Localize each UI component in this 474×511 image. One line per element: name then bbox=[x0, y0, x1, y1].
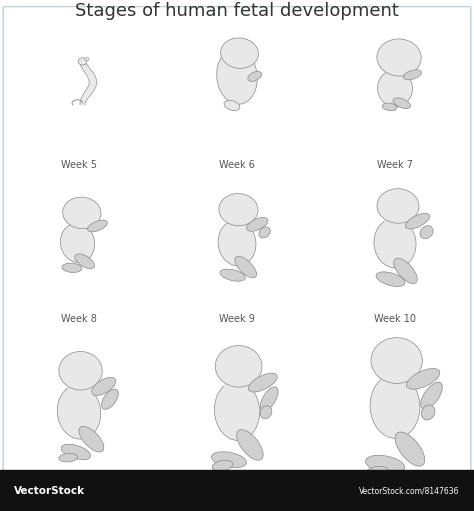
Ellipse shape bbox=[376, 272, 405, 287]
Ellipse shape bbox=[407, 368, 440, 389]
Ellipse shape bbox=[395, 432, 425, 466]
Text: Week 7: Week 7 bbox=[377, 160, 413, 170]
Ellipse shape bbox=[91, 377, 116, 396]
Text: Week 9: Week 9 bbox=[219, 314, 255, 324]
Ellipse shape bbox=[420, 226, 433, 239]
Ellipse shape bbox=[371, 338, 422, 383]
Ellipse shape bbox=[59, 453, 77, 462]
Ellipse shape bbox=[71, 220, 91, 232]
Ellipse shape bbox=[403, 70, 421, 80]
Ellipse shape bbox=[377, 39, 421, 76]
Ellipse shape bbox=[374, 218, 416, 268]
Ellipse shape bbox=[260, 406, 272, 419]
Ellipse shape bbox=[62, 263, 82, 272]
Text: Week 8: Week 8 bbox=[61, 314, 97, 324]
Ellipse shape bbox=[237, 430, 263, 460]
Ellipse shape bbox=[228, 218, 249, 230]
Ellipse shape bbox=[220, 38, 258, 68]
Text: Stages of human fetal development: Stages of human fetal development bbox=[75, 2, 399, 20]
FancyBboxPatch shape bbox=[3, 7, 471, 501]
Ellipse shape bbox=[63, 197, 101, 228]
Ellipse shape bbox=[75, 254, 94, 269]
Ellipse shape bbox=[377, 70, 412, 107]
Ellipse shape bbox=[259, 227, 270, 238]
Text: Week 21: Week 21 bbox=[216, 480, 258, 490]
Text: Week 12: Week 12 bbox=[58, 480, 100, 490]
Ellipse shape bbox=[217, 49, 257, 104]
Ellipse shape bbox=[61, 444, 91, 460]
Ellipse shape bbox=[218, 220, 256, 266]
Ellipse shape bbox=[383, 103, 397, 111]
Ellipse shape bbox=[88, 220, 108, 232]
Ellipse shape bbox=[224, 100, 240, 110]
Ellipse shape bbox=[387, 65, 409, 77]
Text: Week 5: Week 5 bbox=[61, 160, 97, 170]
Ellipse shape bbox=[60, 223, 95, 263]
Ellipse shape bbox=[57, 385, 101, 439]
Ellipse shape bbox=[377, 189, 419, 223]
Ellipse shape bbox=[79, 426, 104, 452]
Ellipse shape bbox=[405, 213, 429, 229]
Ellipse shape bbox=[260, 387, 278, 411]
Ellipse shape bbox=[214, 381, 260, 440]
Ellipse shape bbox=[211, 452, 246, 468]
Bar bbox=[0, 470, 474, 511]
Ellipse shape bbox=[248, 72, 262, 81]
Ellipse shape bbox=[420, 382, 442, 409]
Polygon shape bbox=[80, 60, 97, 105]
Ellipse shape bbox=[365, 467, 388, 478]
Text: Week 10: Week 10 bbox=[374, 314, 416, 324]
Ellipse shape bbox=[212, 460, 233, 471]
Ellipse shape bbox=[101, 389, 118, 409]
Ellipse shape bbox=[394, 258, 417, 284]
Ellipse shape bbox=[224, 378, 250, 393]
Ellipse shape bbox=[215, 345, 262, 387]
Ellipse shape bbox=[59, 352, 102, 390]
Text: Week 33: Week 33 bbox=[374, 480, 416, 490]
Text: VectorStock: VectorStock bbox=[14, 485, 85, 496]
Ellipse shape bbox=[421, 405, 435, 420]
Ellipse shape bbox=[384, 214, 409, 228]
Ellipse shape bbox=[235, 257, 256, 278]
Ellipse shape bbox=[68, 381, 93, 395]
Ellipse shape bbox=[370, 374, 420, 438]
Text: VectorStock.com/8147636: VectorStock.com/8147636 bbox=[359, 486, 460, 495]
Ellipse shape bbox=[78, 58, 87, 65]
Ellipse shape bbox=[85, 57, 89, 61]
Ellipse shape bbox=[247, 218, 268, 231]
Ellipse shape bbox=[248, 373, 277, 392]
Ellipse shape bbox=[365, 455, 405, 473]
Ellipse shape bbox=[381, 373, 409, 388]
Ellipse shape bbox=[220, 269, 246, 281]
Text: Week 6: Week 6 bbox=[219, 160, 255, 170]
Ellipse shape bbox=[219, 194, 258, 226]
Ellipse shape bbox=[393, 98, 410, 108]
